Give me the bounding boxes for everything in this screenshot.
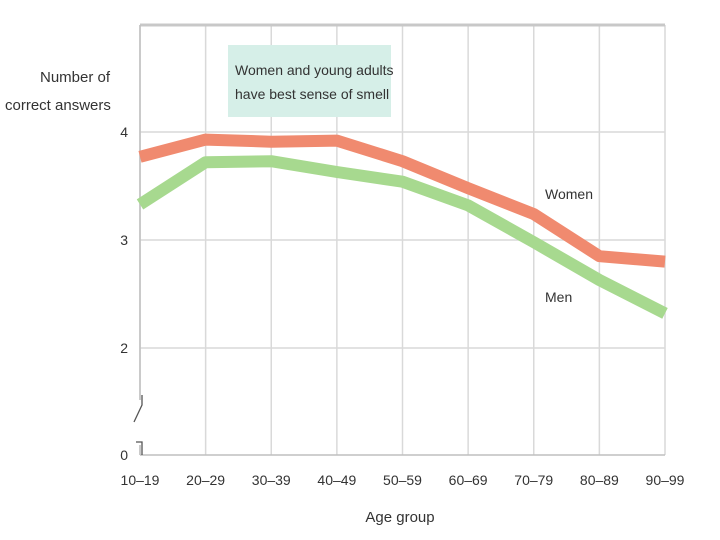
x-tick-label: 40–49 — [317, 472, 356, 488]
y-axis-title-line-2: correct answers — [5, 97, 111, 114]
y-tick-label: 3 — [120, 232, 128, 248]
y-tick-label: 2 — [120, 340, 128, 356]
annotation-box: Women and young adults have best sense o… — [228, 45, 394, 117]
y-tick-label: 0 — [120, 447, 128, 463]
annotation-background — [228, 45, 391, 117]
axis-break-gap — [136, 400, 146, 445]
series-line-women — [138, 133, 666, 268]
y-axis-title-line-1: Number of — [40, 69, 111, 86]
y-tick-label: 4 — [120, 124, 128, 140]
annotation-line-1: Women and young adults — [235, 62, 394, 78]
series-label-men: Men — [545, 289, 572, 305]
x-tick-label: 70–79 — [514, 472, 553, 488]
x-tick-label: 80–89 — [580, 472, 619, 488]
annotation-line-2: have best sense of smell — [235, 86, 389, 102]
x-tick-label: 30–39 — [252, 472, 291, 488]
x-tick-label: 50–59 — [383, 472, 422, 488]
axes — [133, 23, 665, 456]
series-line-men — [136, 155, 668, 319]
series-label-women: Women — [545, 186, 593, 202]
x-tick-label: 20–29 — [186, 472, 225, 488]
x-tick-label: 10–19 — [121, 472, 160, 488]
series-layer — [136, 133, 668, 319]
x-tick-label: 90–99 — [646, 472, 685, 488]
x-axis-title: Age group — [365, 509, 434, 526]
tick-labels: 10–19 20–29 30–39 40–49 50–59 60–69 70–79 80–89… — [120, 124, 684, 488]
axis-break-mark — [136, 441, 143, 455]
x-tick-label: 60–69 — [449, 472, 488, 488]
axis-break-mark — [133, 395, 143, 423]
